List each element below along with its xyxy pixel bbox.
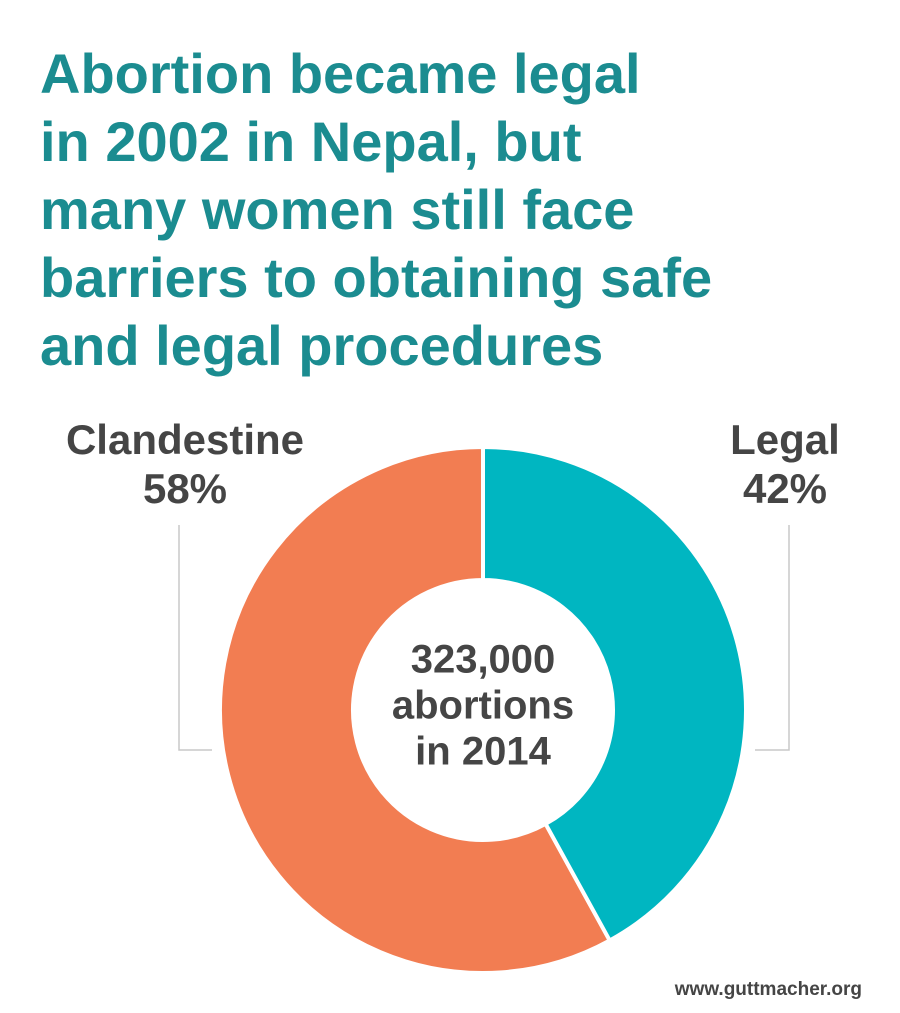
- chart-title: and legal procedures: [40, 314, 603, 377]
- leader-line: [178, 525, 212, 751]
- chart-title: barriers to obtaining safe: [40, 246, 712, 309]
- value-label: 58%: [143, 465, 227, 512]
- center-text: 323,000: [411, 638, 556, 682]
- chart-title: Abortion became legal: [40, 42, 641, 105]
- value-label: 42%: [743, 465, 827, 512]
- chart-title: many women still face: [40, 178, 634, 241]
- chart-title: in 2002 in Nepal, but: [40, 110, 581, 173]
- center-text: in 2014: [415, 730, 551, 774]
- center-text: abortions: [392, 684, 574, 728]
- slice: [218, 444, 613, 975]
- slice-label: Clandestine: [66, 416, 304, 463]
- slice: [481, 444, 748, 944]
- source: www.guttmacher.org: [674, 979, 862, 1000]
- leader-line: [755, 525, 790, 751]
- slice-label: Legal: [730, 416, 840, 463]
